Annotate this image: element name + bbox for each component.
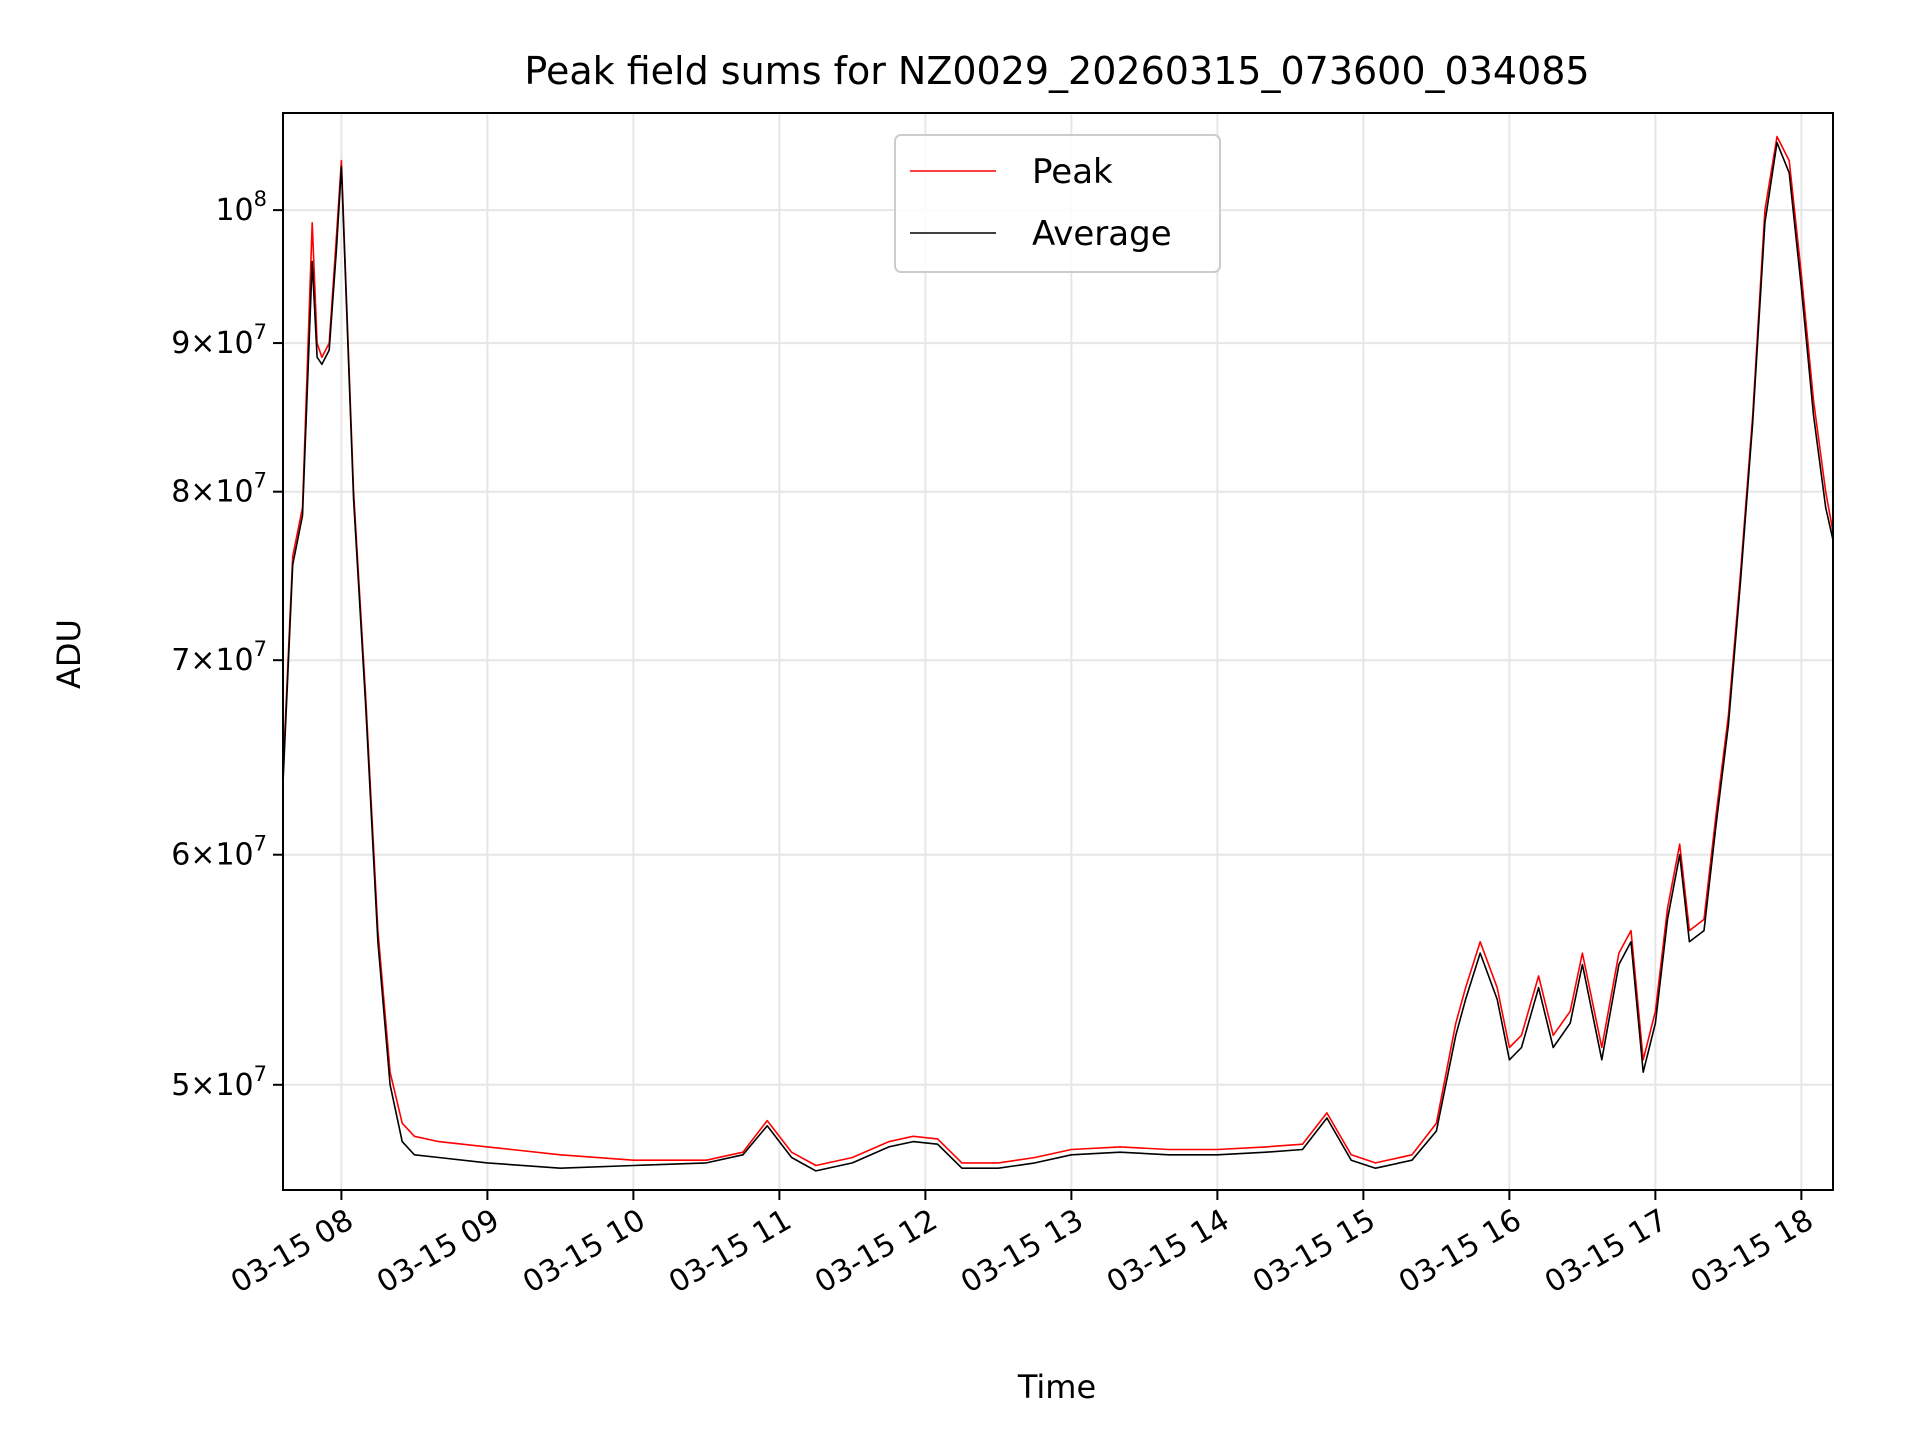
legend-label-peak: Peak — [1032, 152, 1113, 192]
y-axis-title: ADU — [50, 619, 88, 689]
x-tick-label: 03-15 10 — [517, 1203, 651, 1301]
plot-area-frame — [282, 112, 1834, 1191]
x-tick-label: 03-15 15 — [1247, 1203, 1381, 1301]
legend: Peak Average — [894, 134, 1221, 273]
series-line-average — [282, 141, 1834, 1172]
x-tick-label: 03-15 14 — [1101, 1203, 1235, 1301]
x-tick-label: 03-15 17 — [1539, 1203, 1673, 1301]
x-tick-label: 03-15 18 — [1685, 1203, 1819, 1301]
x-tick-label: 03-15 08 — [225, 1203, 359, 1301]
x-axis-title: Time — [1017, 1368, 1096, 1406]
y-tick-label: 6×107 — [171, 832, 267, 873]
y-axis-ticks: 5×107 6×107 7×107 8×107 9×107 108 — [171, 187, 283, 1103]
y-tick-label: 8×107 — [171, 469, 267, 510]
series-line-peak — [282, 135, 1834, 1167]
legend-label-average: Average — [1032, 214, 1172, 254]
y-tick-label: 9×107 — [171, 320, 267, 361]
x-tick-label: 03-15 09 — [371, 1203, 505, 1301]
x-tick-label: 03-15 13 — [955, 1203, 1089, 1301]
x-tick-label: 03-15 16 — [1393, 1203, 1527, 1301]
y-tick-label: 5×107 — [171, 1062, 267, 1103]
series-layer — [282, 135, 1834, 1172]
y-tick-label: 108 — [215, 187, 267, 228]
x-tick-label: 03-15 12 — [809, 1203, 943, 1301]
x-axis-ticks: 03-15 08 03-15 09 03-15 10 03-15 11 03-15 12… — [225, 1190, 1819, 1300]
x-tick-label: 03-15 11 — [663, 1203, 797, 1301]
legend-box — [894, 134, 1221, 273]
chart-title: Peak field sums for NZ0029_20260315_0736… — [524, 49, 1589, 93]
grid — [283, 113, 1833, 1190]
y-tick-label: 7×107 — [171, 637, 267, 678]
